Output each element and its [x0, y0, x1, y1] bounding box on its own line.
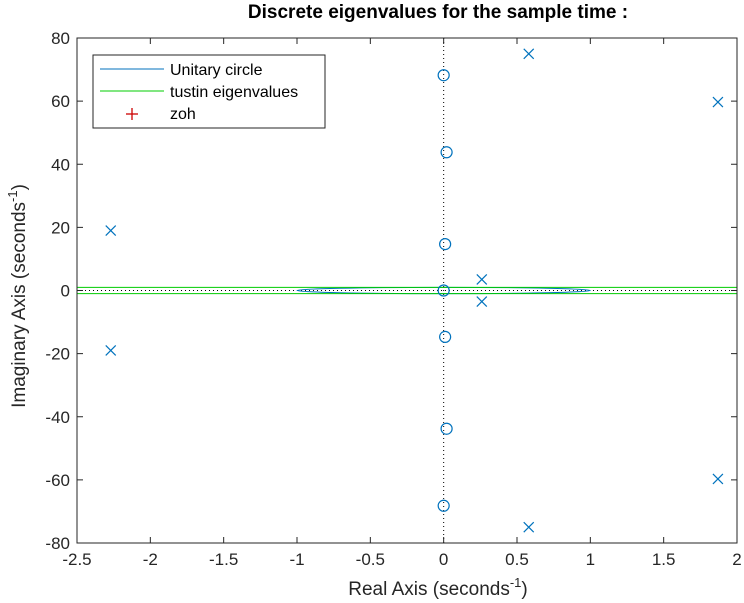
zero-marker-6: [437, 284, 450, 297]
pole-marker-stroke-b: [712, 473, 724, 485]
x-tick-label: -2.5: [62, 550, 91, 569]
x-axis-label-main: Real Axis (seconds: [348, 579, 510, 600]
x-tick-label: 1.5: [652, 550, 676, 569]
y-tick-label: -20: [45, 345, 70, 364]
x-axis-label-exponent: -1: [510, 575, 522, 590]
pole-marker-3: [712, 473, 724, 485]
x-axis-label: Real Axis (seconds-1): [348, 575, 527, 600]
y-tick-label: -60: [45, 471, 70, 490]
pole-marker-4: [105, 225, 117, 236]
x-tick-label: -2: [143, 550, 158, 569]
y-tick-label: -40: [45, 408, 70, 427]
y-tick-label: 40: [51, 155, 70, 174]
y-axis-label-main: Imaginary Axis (seconds: [9, 202, 30, 408]
y-tick-label: 80: [51, 29, 70, 48]
zero-marker-3: [440, 422, 453, 435]
legend: Unitary circle tustin eigenvalues zoh: [92, 54, 326, 129]
chart-title: Discrete eigenvalues for the sample time…: [248, 2, 628, 23]
legend-label-tustin-eigenvalues: tustin eigenvalues: [170, 84, 298, 101]
legend-label-unitary-circle: Unitary circle: [170, 62, 263, 79]
x-tick-label: -1.5: [209, 550, 238, 569]
x-axis-label-close: ): [521, 579, 527, 600]
pole-marker-6: [476, 274, 488, 285]
pole-marker-stroke-b: [105, 225, 117, 236]
pole-marker-1: [523, 521, 535, 533]
zero-marker-0: [437, 69, 450, 82]
pole-marker-stroke-b: [476, 274, 488, 285]
zero-marker-4: [439, 238, 452, 251]
y-tick-label: -80: [45, 534, 70, 553]
zero-marker-5: [439, 330, 452, 343]
x-tick-label: -1: [289, 550, 304, 569]
pole-marker-stroke-b: [523, 48, 535, 60]
x-tick-label: 1: [586, 550, 595, 569]
y-tick-label: 20: [51, 218, 70, 237]
pole-marker-0: [523, 48, 535, 60]
legend-label-zoh: zoh: [170, 106, 196, 123]
legend-swatch-zoh-plus-icon: [126, 108, 138, 120]
ticks-layer: -2.5 -2 -1.5 -1 -0.5 0 0.5 1 1.5 2 -80 -60 -40 -20 0 20…: [45, 29, 741, 569]
y-axis-label: Imaginary Axis (seconds-1): [5, 184, 30, 408]
pole-marker-stroke-b: [476, 296, 488, 307]
zero-marker-1: [437, 499, 450, 512]
y-tick-label: 60: [51, 92, 70, 111]
x-tick-label: -0.5: [356, 550, 385, 569]
pole-marker-stroke-b: [712, 96, 724, 108]
pole-marker-7: [476, 296, 488, 307]
x-tick-label: 2: [732, 550, 741, 569]
y-tick-label: 0: [61, 282, 70, 301]
zero-marker-2: [440, 146, 453, 159]
x-tick-label: 0.5: [505, 550, 529, 569]
pole-marker-stroke-b: [523, 521, 535, 533]
x-tick-label: 0: [439, 550, 448, 569]
pole-marker-stroke-b: [105, 345, 117, 356]
y-axis-label-exponent: -1: [5, 190, 20, 202]
pole-marker-5: [105, 345, 117, 356]
data-layer: [77, 38, 737, 543]
y-axis-label-close: ): [9, 184, 30, 190]
pole-marker-2: [712, 96, 724, 108]
